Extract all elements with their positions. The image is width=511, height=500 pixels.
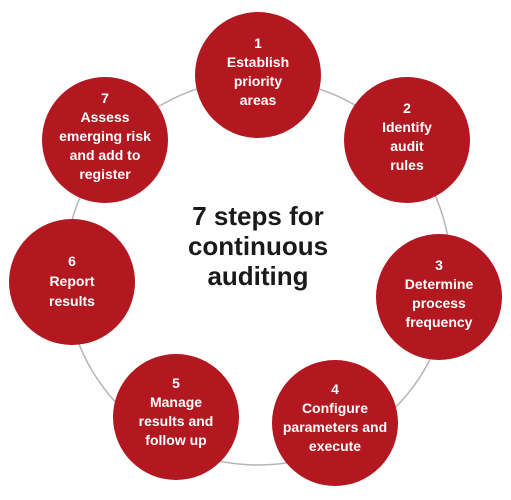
- step-4-number: 4: [331, 381, 339, 397]
- step-6-node: 6 Report results: [9, 219, 135, 345]
- step-1-line-3: areas: [240, 92, 277, 108]
- step-1-line-2: priority: [234, 73, 282, 89]
- step-4-circle: [272, 360, 398, 486]
- step-5-line-1: Manage: [150, 394, 202, 410]
- step-2-circle: [344, 77, 470, 203]
- step-7-number: 7: [101, 90, 109, 106]
- step-6-line-1: Report: [49, 273, 94, 289]
- step-2-number: 2: [403, 100, 411, 116]
- step-7-circle: [42, 77, 168, 203]
- step-5-number: 5: [172, 375, 180, 391]
- step-5-node: 5 Manage results and follow up: [113, 354, 239, 480]
- step-7-line-4: register: [79, 166, 131, 182]
- step-2-line-3: rules: [390, 157, 424, 173]
- step-4-line-1: Configure: [302, 400, 368, 416]
- step-3-number: 3: [435, 257, 443, 273]
- step-1-line-1: Establish: [227, 54, 289, 70]
- step-5-line-2: results and: [139, 413, 214, 429]
- step-6-line-2: results: [49, 293, 95, 309]
- step-6-number: 6: [68, 253, 76, 269]
- step-7-line-1: Assess: [80, 109, 129, 125]
- title-line-1: 7 steps for: [192, 201, 324, 231]
- step-4-line-3: execute: [309, 438, 361, 454]
- title-line-3: auditing: [207, 261, 308, 291]
- center-title: 7 steps for continuous auditing: [188, 201, 328, 291]
- step-3-circle: [376, 234, 502, 360]
- step-3-line-1: Determine: [405, 276, 474, 292]
- step-7-line-3: and add to: [70, 147, 141, 163]
- step-4-line-2: parameters and: [283, 419, 387, 435]
- step-2-line-1: Identify: [382, 119, 432, 135]
- step-1-circle: [195, 12, 321, 138]
- step-3-node: 3 Determine process frequency: [376, 234, 502, 360]
- step-6-circle: [9, 219, 135, 345]
- step-1-number: 1: [254, 35, 262, 51]
- step-7-line-2: emerging risk: [59, 128, 151, 144]
- step-2-line-2: audit: [390, 138, 424, 154]
- step-7-node: 7 Assess emerging risk and add to regist…: [42, 77, 168, 203]
- step-4-node: 4 Configure parameters and execute: [272, 360, 398, 486]
- step-1-node: 1 Establish priority areas: [195, 12, 321, 138]
- title-line-2: continuous: [188, 231, 328, 261]
- step-5-line-3: follow up: [145, 432, 206, 448]
- step-3-line-2: process: [412, 295, 466, 311]
- step-3-line-3: frequency: [406, 314, 473, 330]
- step-2-node: 2 Identify audit rules: [344, 77, 470, 203]
- step-5-circle: [113, 354, 239, 480]
